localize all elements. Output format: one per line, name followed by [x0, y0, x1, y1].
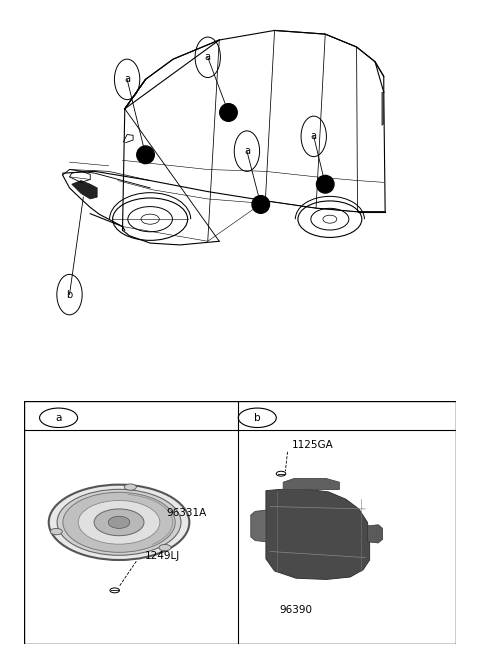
Ellipse shape: [276, 471, 286, 476]
Ellipse shape: [110, 588, 120, 593]
Ellipse shape: [50, 528, 62, 535]
Text: 96390: 96390: [280, 605, 312, 615]
Text: b: b: [254, 413, 261, 423]
Polygon shape: [368, 525, 383, 543]
Text: a: a: [205, 53, 211, 62]
Ellipse shape: [137, 146, 154, 164]
Ellipse shape: [124, 484, 136, 490]
Text: a: a: [311, 131, 317, 141]
Ellipse shape: [94, 509, 144, 535]
Ellipse shape: [57, 489, 181, 555]
Text: 1249LJ: 1249LJ: [145, 551, 180, 561]
Ellipse shape: [49, 485, 189, 560]
Text: 96331A: 96331A: [167, 508, 207, 518]
Text: b: b: [66, 290, 72, 300]
Ellipse shape: [316, 175, 334, 193]
Ellipse shape: [78, 501, 160, 544]
Polygon shape: [283, 478, 339, 489]
Polygon shape: [266, 489, 370, 579]
Polygon shape: [251, 510, 266, 542]
Text: a: a: [124, 74, 130, 84]
Ellipse shape: [108, 516, 130, 528]
Polygon shape: [72, 181, 97, 199]
Ellipse shape: [252, 196, 269, 214]
Text: a: a: [244, 146, 250, 156]
Polygon shape: [382, 92, 384, 125]
Ellipse shape: [159, 545, 171, 551]
Text: 1125GA: 1125GA: [292, 440, 334, 449]
Text: a: a: [55, 413, 62, 423]
Ellipse shape: [220, 104, 237, 122]
Ellipse shape: [63, 492, 175, 553]
